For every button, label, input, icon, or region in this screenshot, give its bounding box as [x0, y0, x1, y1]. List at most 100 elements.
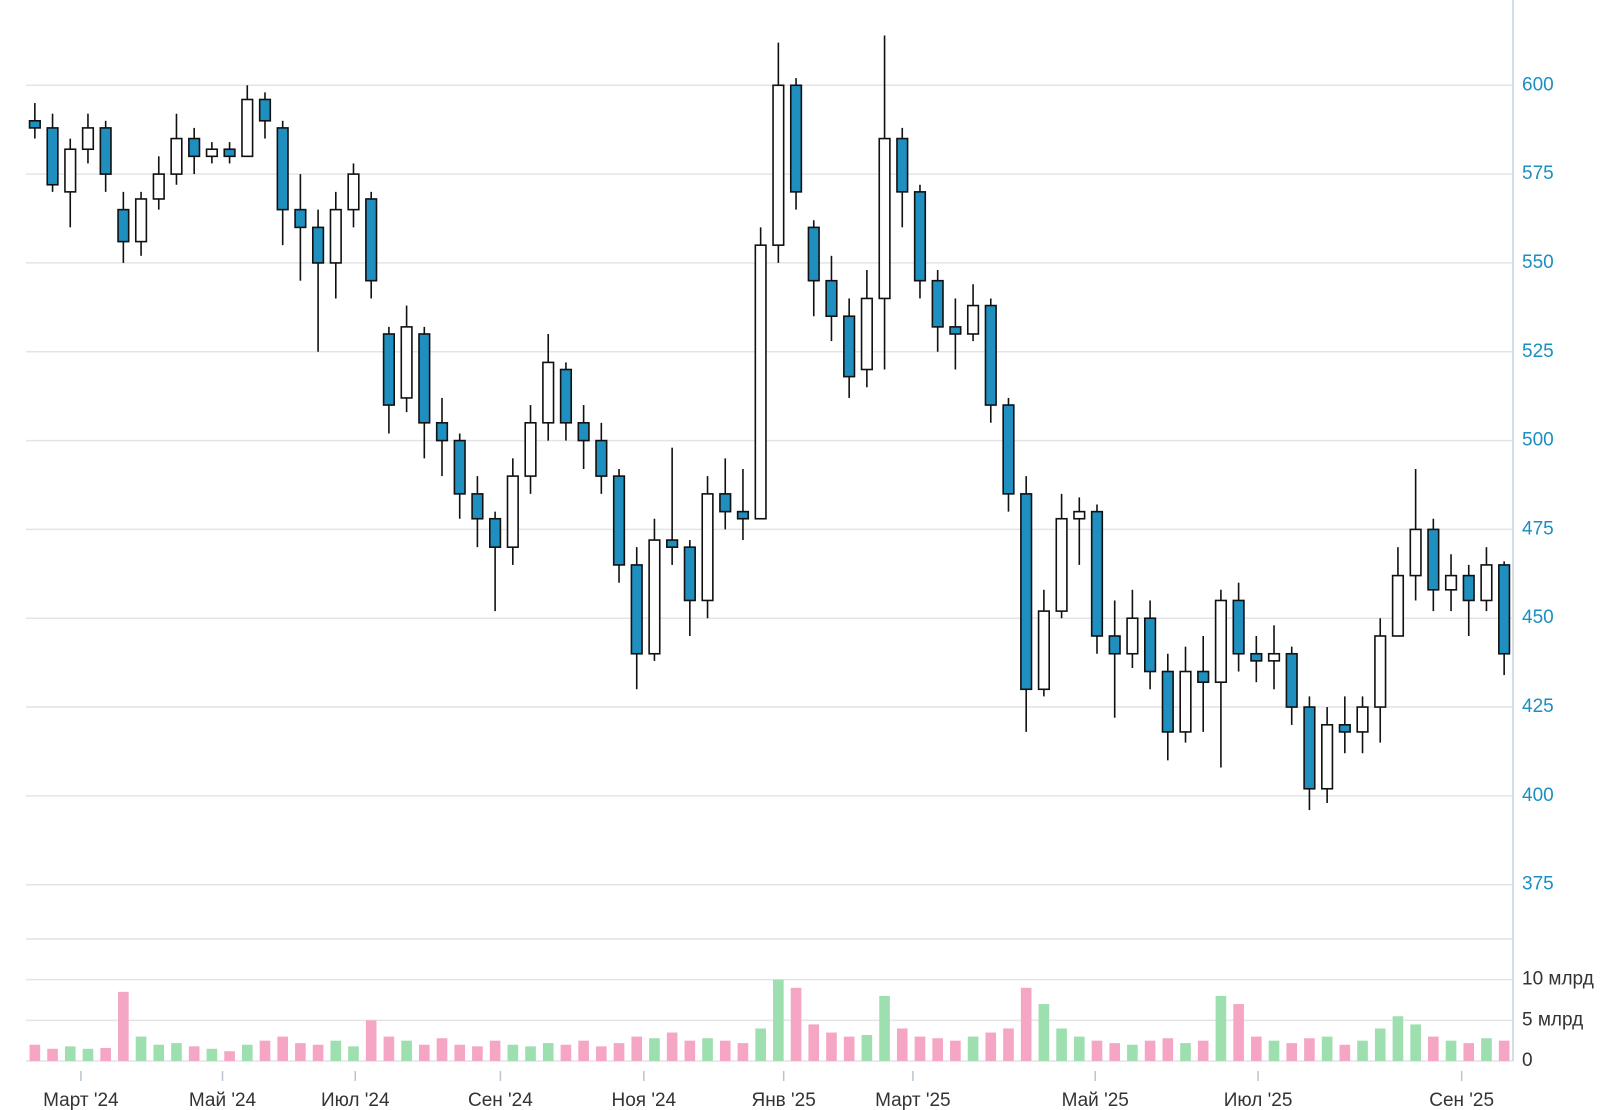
volume-bar	[436, 1038, 448, 1061]
volume-bar	[1215, 995, 1227, 1061]
candle-body	[1161, 670, 1174, 733]
y-tick-label: 450	[1522, 607, 1554, 628]
candle-body	[46, 127, 59, 186]
candle-body	[1214, 599, 1228, 683]
candle-body	[471, 493, 484, 520]
volume-bar	[1073, 1036, 1085, 1061]
volume-bar	[596, 1046, 607, 1061]
candle-body	[1020, 493, 1033, 691]
candle-body	[966, 304, 980, 335]
volume-bar	[773, 979, 784, 1061]
volume-bar	[1056, 1028, 1067, 1061]
candle-body	[134, 198, 148, 243]
volume-bar	[861, 1034, 873, 1061]
candle-body	[825, 279, 838, 318]
volume-bar	[1374, 1028, 1386, 1061]
x-tick-label: Сен '24	[468, 1090, 533, 1110]
candle-body	[506, 475, 519, 548]
volume-bar	[29, 1044, 41, 1061]
candle-body	[1374, 635, 1387, 708]
y-tick-label: 375	[1522, 874, 1554, 895]
volume-bar	[454, 1044, 466, 1061]
candle-body	[1197, 670, 1210, 683]
candle-body	[1498, 564, 1511, 655]
candle-body	[913, 191, 927, 282]
volume-bar	[1304, 1038, 1315, 1061]
volume-bar	[401, 1040, 412, 1061]
volume-bar	[188, 1046, 200, 1061]
candle-body	[258, 98, 272, 122]
candle-body	[81, 127, 95, 151]
volume-bar	[1498, 1040, 1510, 1061]
volume-bar	[1038, 1004, 1050, 1061]
volume-bar	[507, 1044, 519, 1061]
y-tick-label: 425	[1522, 696, 1554, 717]
candle-body	[1037, 610, 1050, 691]
volume-bar	[560, 1044, 572, 1061]
volume-bar	[843, 1036, 855, 1061]
x-tick-label: Май '24	[189, 1090, 257, 1110]
y-tick-label: 475	[1522, 518, 1554, 539]
volume-bar	[755, 1028, 766, 1061]
volume-bar	[666, 1032, 678, 1061]
volume-bar	[1410, 1024, 1421, 1061]
volume-bar	[1144, 1040, 1156, 1061]
candle-body	[1444, 574, 1458, 591]
volume-bar	[1481, 1038, 1492, 1061]
candle-body	[843, 315, 856, 378]
volume-bar	[808, 1024, 820, 1061]
candle-body	[736, 510, 750, 520]
candle-body	[311, 226, 325, 264]
candle-body	[28, 120, 41, 129]
x-tick-label: Ноя '24	[612, 1090, 677, 1110]
candle-body	[1073, 510, 1086, 520]
x-tick-label: Июл '24	[321, 1090, 390, 1110]
volume-tick-label: 10 млрд	[1522, 969, 1594, 990]
candle-body	[223, 148, 236, 158]
candle-body	[1232, 599, 1245, 655]
volume-bar	[826, 1032, 837, 1061]
volume-bar	[914, 1036, 926, 1061]
candle-body	[807, 226, 820, 282]
candle-body	[1462, 574, 1475, 602]
x-tick-label: Март '25	[875, 1090, 951, 1110]
candle-body	[117, 208, 130, 243]
candle-body	[949, 326, 962, 335]
volume-bar	[1321, 1036, 1333, 1061]
volume-bar	[1233, 1004, 1244, 1061]
volume-bar	[1091, 1040, 1103, 1061]
candle-body	[1356, 706, 1369, 733]
candle-body	[241, 98, 254, 158]
volume-bar	[719, 1040, 731, 1061]
volume-bar	[330, 1040, 342, 1061]
volume-bar	[64, 1046, 76, 1061]
candle-body	[64, 148, 77, 193]
volume-bar	[684, 1040, 696, 1061]
volume-bar	[1268, 1040, 1280, 1061]
y-tick-label: 500	[1522, 430, 1554, 451]
y-tick-label: 525	[1522, 341, 1554, 362]
volume-bar	[365, 1020, 377, 1061]
volume-bar	[472, 1046, 483, 1061]
volume-bar	[737, 1043, 749, 1061]
candle-body	[630, 564, 643, 655]
candle-body	[577, 422, 590, 442]
candle-body	[1179, 670, 1192, 733]
candle-body	[559, 368, 573, 424]
candle-body	[276, 127, 289, 211]
candle-body	[754, 244, 767, 520]
y-tick-label: 600	[1522, 74, 1554, 95]
volume-bar	[206, 1048, 218, 1061]
volume-bar	[1003, 1028, 1014, 1061]
candle-body	[1143, 617, 1157, 673]
volume-bar	[100, 1047, 111, 1061]
volume-bar	[489, 1040, 501, 1061]
volume-bar	[702, 1038, 713, 1061]
volume-bar	[259, 1040, 271, 1061]
candle-body	[1126, 617, 1139, 655]
volume-bar	[879, 995, 890, 1061]
volume-bar	[1162, 1038, 1174, 1061]
volume-bar	[277, 1036, 288, 1061]
candle-body	[1267, 652, 1281, 662]
volume-bar	[241, 1044, 253, 1061]
